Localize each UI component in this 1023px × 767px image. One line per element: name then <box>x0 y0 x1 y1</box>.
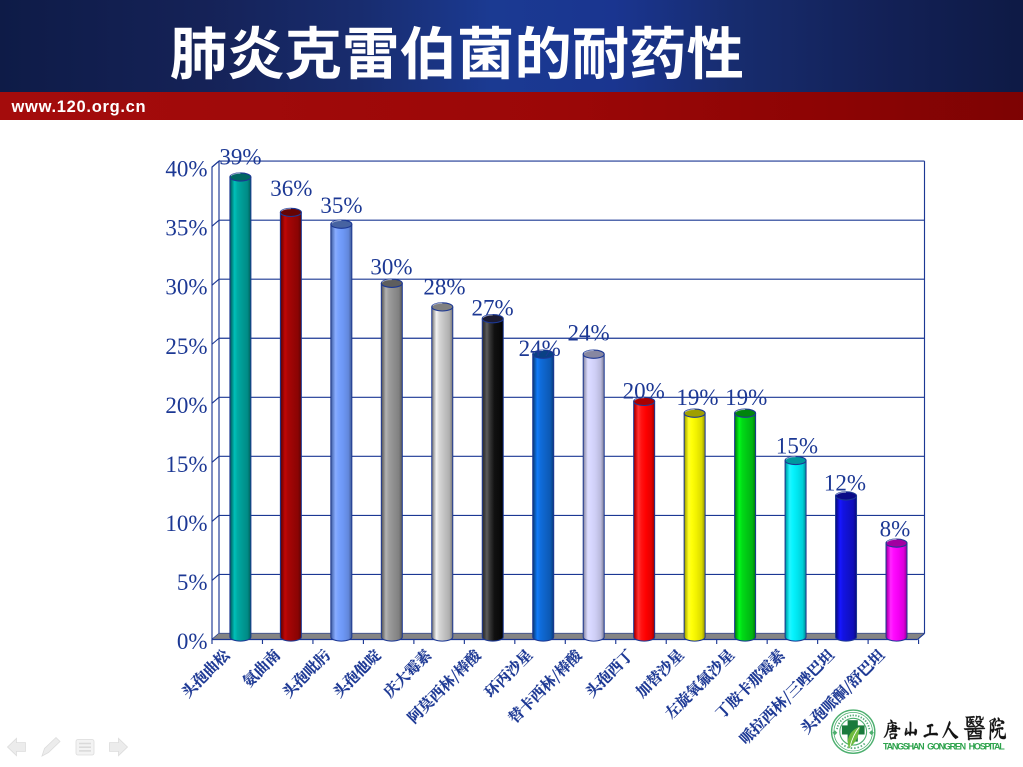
svg-text:25%: 25% <box>165 334 207 359</box>
svg-text:40%: 40% <box>165 157 207 182</box>
svg-text:30%: 30% <box>165 275 207 300</box>
svg-text:24%: 24% <box>519 336 561 361</box>
svg-text:27%: 27% <box>472 296 514 321</box>
svg-text:19%: 19% <box>676 385 718 410</box>
svg-text:35%: 35% <box>320 193 362 218</box>
svg-text:39%: 39% <box>219 145 261 170</box>
svg-text:20%: 20% <box>165 393 207 418</box>
svg-text:5%: 5% <box>177 570 208 595</box>
svg-text:12%: 12% <box>824 470 866 495</box>
svg-text:35%: 35% <box>165 216 207 241</box>
svg-text:19%: 19% <box>725 385 767 410</box>
svg-text:36%: 36% <box>270 176 312 201</box>
svg-text:TANGSHAN GONGREN HOSPITAL: TANGSHAN GONGREN HOSPITAL <box>883 741 1005 751</box>
svg-text:15%: 15% <box>165 452 207 477</box>
svg-text:8%: 8% <box>880 517 911 542</box>
svg-text:15%: 15% <box>776 434 818 459</box>
svg-text:10%: 10% <box>165 511 207 536</box>
svg-text:28%: 28% <box>423 275 465 300</box>
svg-text:30%: 30% <box>370 255 412 280</box>
svg-text:0%: 0% <box>177 629 208 654</box>
svg-text:20%: 20% <box>623 379 665 404</box>
svg-text:24%: 24% <box>568 320 610 345</box>
